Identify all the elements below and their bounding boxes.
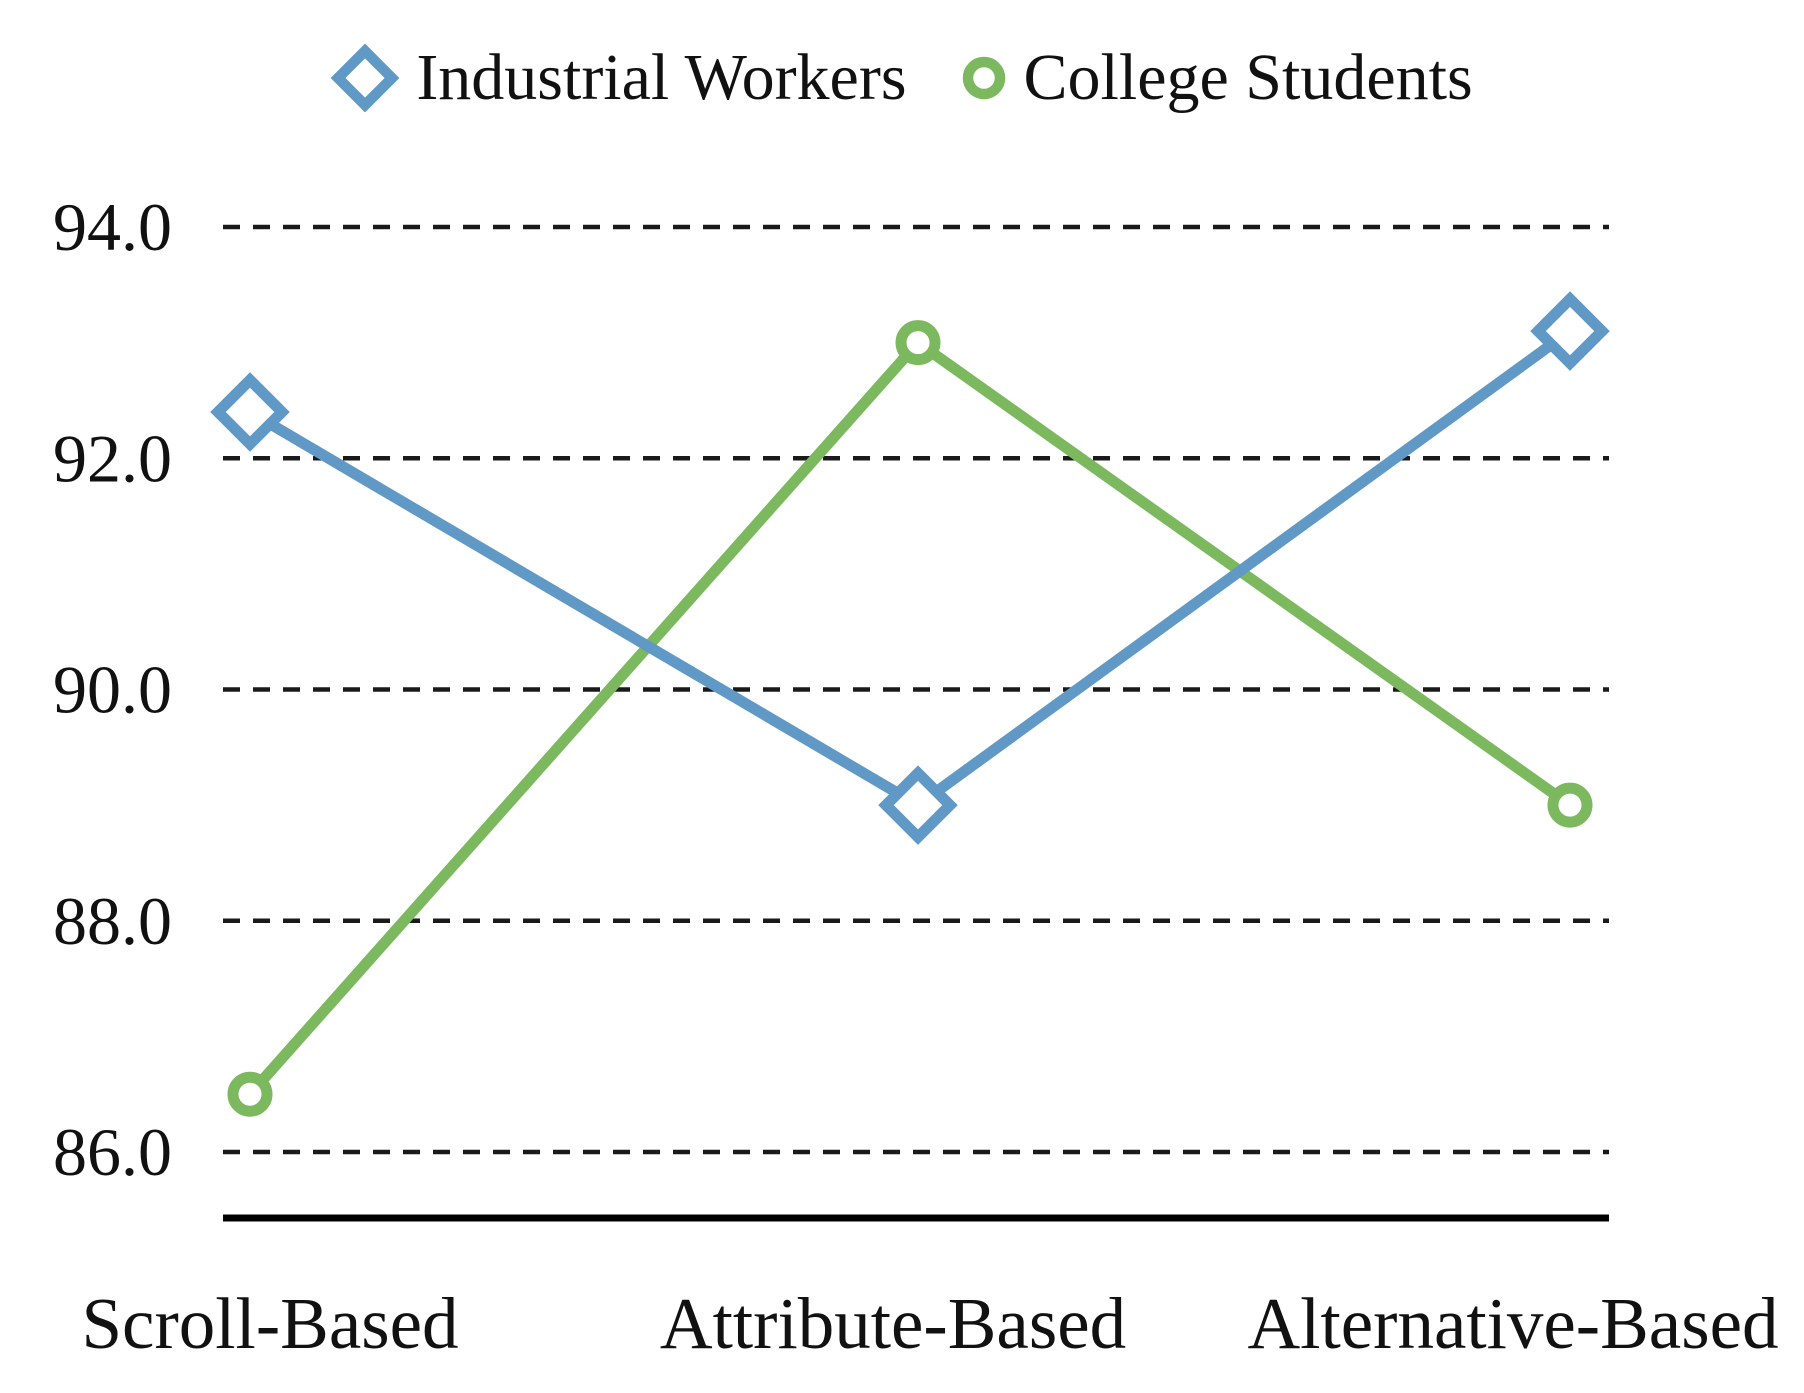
chart-legend: Industrial Workers College Students: [0, 44, 1804, 112]
category-label-attribute-based: Attribute-Based: [660, 1283, 1126, 1364]
legend-item-industrial-workers: Industrial Workers: [331, 41, 907, 114]
series-line-industrial-workers: [247, 326, 1574, 812]
marker-industrial-workers-alternative-based: [1530, 291, 1610, 371]
y-tick-label-86.0: 86.0: [53, 1114, 172, 1190]
legend-item-college-students: College Students: [961, 45, 1473, 111]
category-label-alternative-based: Alternative-Based: [1247, 1283, 1778, 1364]
y-tick-label-90.0: 90.0: [53, 652, 172, 728]
diamond-marker-icon: [331, 44, 400, 112]
marker-college-students-alternative-based: [1547, 782, 1593, 828]
marker-college-students-scroll-based: [227, 1071, 273, 1117]
y-tick-label-92.0: 92.0: [53, 420, 172, 496]
marker-industrial-workers-scroll-based: [210, 372, 290, 452]
legend-label-college-students: College Students: [1023, 41, 1473, 114]
category-label-scroll-based: Scroll-Based: [81, 1283, 458, 1364]
y-tick-label-88.0: 88.0: [53, 883, 172, 959]
marker-college-students-attribute-based: [895, 320, 941, 366]
marker-industrial-workers-attribute-based: [878, 765, 958, 845]
legend-label-industrial-workers: Industrial Workers: [416, 41, 907, 114]
y-tick-label-94.0: 94.0: [53, 189, 172, 265]
circle-marker-icon: [962, 56, 1005, 100]
series-line-college-students: [245, 335, 1574, 1098]
